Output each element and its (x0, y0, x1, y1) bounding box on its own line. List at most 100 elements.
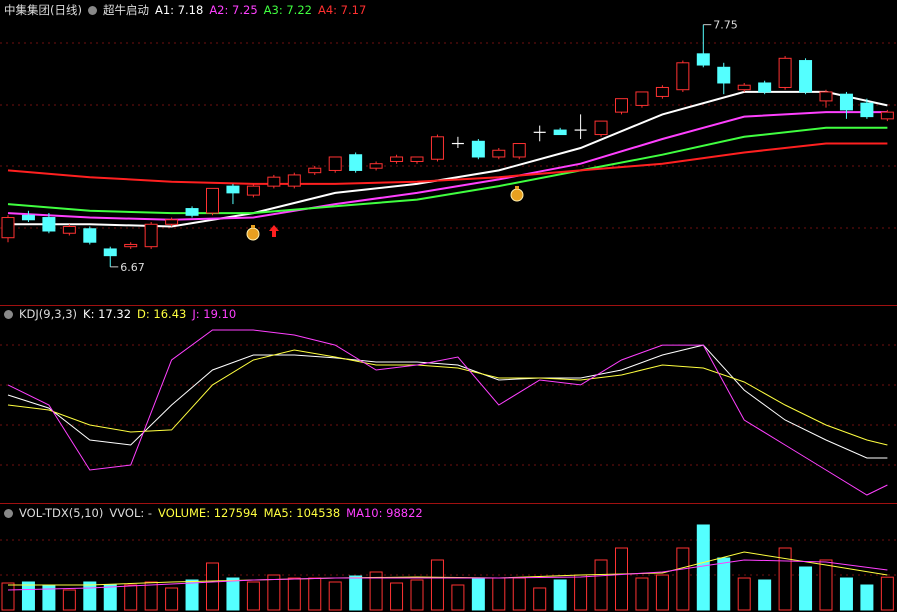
min-label: 6.67 (120, 261, 145, 274)
volume-bar (615, 547, 628, 611)
volume-bar (328, 581, 342, 611)
volume-bar (676, 547, 690, 611)
ma-line (7, 142, 888, 185)
volume-bar (594, 559, 608, 611)
volume-bar (144, 581, 158, 611)
volume-ma-line (8, 551, 888, 586)
indicator-value: A4: 7.17 (317, 3, 367, 17)
candle-body (512, 143, 526, 158)
legend-item: VOLUME: 127594 (158, 506, 258, 520)
signal-icons (246, 186, 524, 241)
legend-item: MA5: 104538 (263, 506, 341, 520)
candle-body (83, 228, 97, 243)
candle-body (410, 156, 424, 162)
volume-bar (635, 577, 649, 611)
volume-bar (574, 574, 588, 611)
candle-body (185, 208, 199, 216)
candle-body (390, 156, 404, 162)
volume-bar (410, 579, 424, 611)
kdj-header: KDJ(9,3,3) K: 17.32 D: 16.43 J: 19.10 (4, 306, 236, 322)
candle-body (246, 185, 260, 196)
ma-line (7, 111, 888, 221)
volume-bar (185, 579, 199, 611)
panel-frame (0, 305, 897, 504)
volume-bar (308, 577, 322, 611)
volume-bar (62, 589, 76, 611)
kdj-line (7, 344, 888, 459)
money-bag-icon (246, 225, 260, 241)
main-header: 中集集团(日线) 超牛启动 A1: 7.18 A2: 7.25 A3: 7.22 A4… (4, 2, 366, 18)
candle-body (594, 120, 608, 136)
volume-bar (471, 577, 485, 611)
volume-bar (369, 571, 383, 611)
legend-item: D: 16.43 (137, 307, 187, 321)
candle-body (430, 136, 444, 160)
volume-bar (533, 587, 547, 611)
panel-title: VOL-TDX(5,10) (19, 506, 104, 520)
candle-body (144, 223, 158, 248)
panel-subtitle: VVOL: - (109, 506, 153, 520)
candle-body (553, 129, 567, 136)
volume-bar (390, 582, 404, 611)
volume-bar (451, 584, 465, 611)
volume-bar (799, 566, 813, 611)
candle-body (737, 84, 751, 91)
candle-body (717, 66, 731, 84)
stock-name: 中集集团(日线) (4, 3, 82, 17)
volume-bar (287, 577, 301, 611)
volume-bar (860, 584, 874, 611)
candle-body (615, 98, 628, 113)
panel-icon (4, 508, 13, 518)
indicator-value: A2: 7.25 (209, 3, 258, 17)
volume-bar (696, 524, 710, 611)
money-bag-icon (510, 186, 524, 202)
candle-body (21, 214, 35, 221)
candle-body (62, 226, 76, 234)
candle-body (696, 53, 710, 66)
ma-line (7, 126, 888, 215)
buy-arrow-icon (269, 225, 279, 237)
candle-body (1, 217, 15, 239)
candle-body (206, 187, 219, 214)
candle-body (124, 243, 138, 248)
volume-bar (717, 557, 731, 611)
candle-body (328, 156, 342, 171)
volume-bar (430, 559, 444, 611)
legend-item: J: 19.10 (192, 307, 237, 321)
ma-line (8, 90, 888, 228)
indicator-value: A1: 7.18 (154, 3, 204, 17)
volume-bar (492, 577, 506, 611)
candle-body (860, 102, 874, 118)
candle-body (471, 140, 485, 158)
candle-body (778, 57, 792, 88)
volume-ma-line (7, 559, 888, 591)
candle-body (287, 174, 301, 187)
candle-body (308, 167, 322, 174)
volume-bar (349, 575, 363, 611)
panel-title: KDJ(9,3,3) (19, 307, 78, 321)
volume-bar (165, 587, 179, 611)
indicator-values: A1: 7.18 A2: 7.25 A3: 7.22 A4: 7.17 (155, 3, 366, 17)
volume-bar (778, 547, 792, 611)
panel-icon (4, 309, 13, 319)
candle-body (349, 154, 363, 171)
candle-body (267, 176, 281, 187)
volume-bar (226, 577, 240, 611)
volume-bar (819, 559, 833, 611)
candle-body (492, 149, 506, 158)
candle-body (819, 91, 833, 102)
candle-body (165, 219, 179, 225)
legend: MA5: 104538 MA10: 98822 (264, 506, 423, 520)
volume-bar (880, 576, 894, 611)
volume-bar (655, 574, 669, 611)
volume-bar (267, 574, 281, 611)
volume-bar (103, 584, 117, 611)
volume-bar (83, 581, 97, 611)
indicator-name: 超牛启动 (102, 3, 149, 17)
volume-bar (1, 582, 15, 611)
max-label: 7.75 (713, 19, 738, 32)
candle-body (758, 82, 772, 93)
candle-body (103, 248, 117, 257)
